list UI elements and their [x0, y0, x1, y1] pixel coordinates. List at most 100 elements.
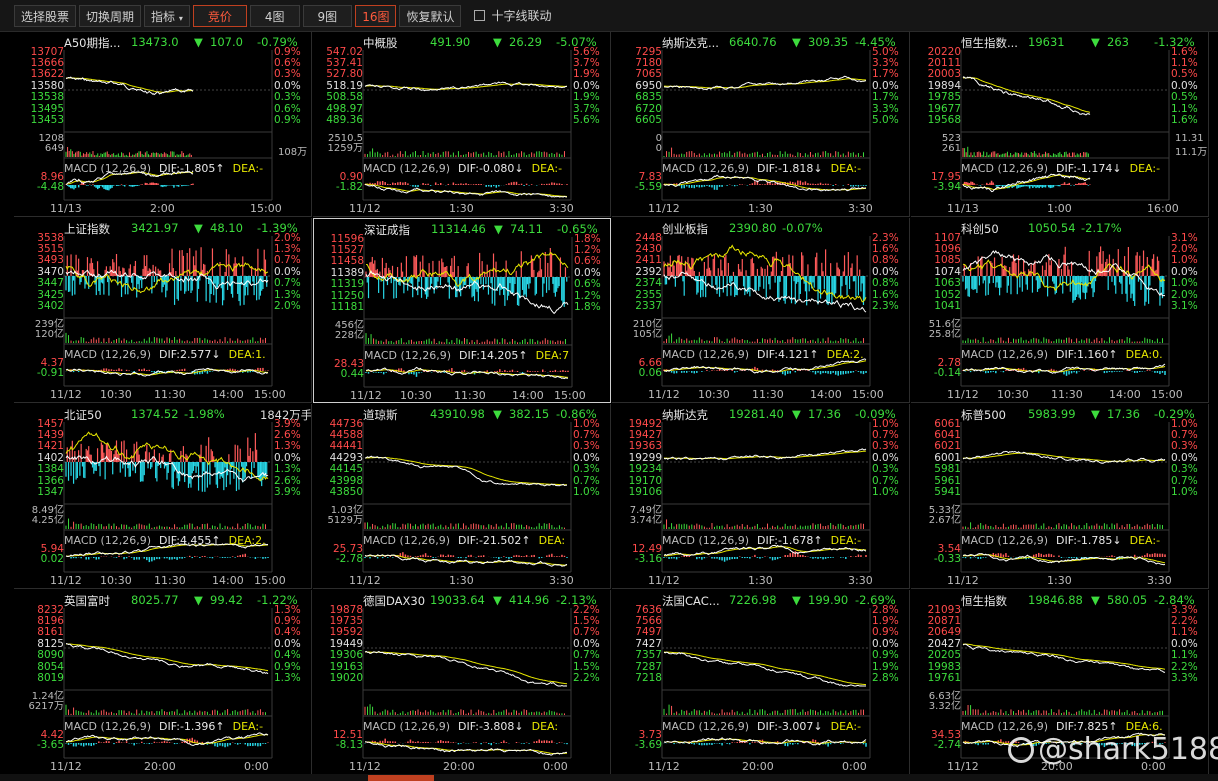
- volume-total: 1842万手: [260, 408, 312, 422]
- chart-panel[interactable]: 纳斯达克... 6640.76 ▼ 309.35 -4.45% 7295 7180 7065 6…: [612, 32, 910, 217]
- percent-tick-label: 0.7%: [573, 626, 600, 638]
- percent-tick-label: 2.8%: [872, 604, 899, 616]
- avg-price-line: [963, 643, 1166, 670]
- price-tick-label: 11389: [330, 267, 364, 279]
- chart-panel[interactable]: 创业板指 2390.80 -0.07% 2448 2430 2411 2392 2374 235…: [612, 218, 910, 403]
- chart-panel[interactable]: 标普500 5983.99 ▼ 17.36 -0.29% 6061 6041 6021 6001…: [911, 404, 1209, 589]
- chart-panel[interactable]: 道琼斯 43910.98 ▼ 382.15 -0.86% 44736 44588 44441 4…: [313, 404, 611, 589]
- indicator-dropdown[interactable]: 指标 ▾: [144, 4, 190, 27]
- macd-dif-value: DIF:4.121↑: [757, 348, 819, 361]
- percent-tick-label: 3.7%: [573, 103, 600, 115]
- grid-16-button[interactable]: 16图: [355, 4, 397, 27]
- chart-panel[interactable]: A50期指... 13473.0 ▼ 107.0 -0.79% 13707 13666 136…: [14, 32, 312, 217]
- auction-button[interactable]: 竞价: [192, 4, 247, 27]
- percent-tick-label: 1.1%: [1171, 103, 1198, 115]
- price-tick-label: 1107: [934, 232, 961, 244]
- percent-tick-label: 0.0%: [1171, 452, 1198, 464]
- macd-legend: MACD (12,26,9) DIF:-3.007↓ DEA:-: [662, 720, 861, 733]
- price-tick-label: 3470: [37, 266, 64, 278]
- price-tick-label: 8125: [37, 638, 64, 650]
- chart-panel[interactable]: 法国CAC... 7226.98 ▼ 199.90 -2.69% 7636 7566 7497…: [612, 590, 910, 775]
- time-axis-label: 11:30: [752, 388, 784, 401]
- price-tick-label: 21093: [927, 604, 961, 616]
- chart-canvas: [960, 236, 1170, 387]
- price-tick-label: 19299: [628, 452, 662, 464]
- macd-dea-value: DEA:1.: [228, 348, 266, 361]
- select-stock-button[interactable]: 选择股票: [14, 4, 77, 27]
- percent-tick-label: 2.8%: [872, 672, 899, 684]
- bottom-scroll-strip[interactable]: [0, 774, 1218, 781]
- time-axis-label: 11/12: [947, 574, 979, 587]
- chart-panel[interactable]: 北证50 1374.52 -1.98% 1842万手 1457 1439 1421 1402 1…: [14, 404, 312, 589]
- chart-panel[interactable]: 恒生指数... 19631 ▼ 263 -1.32% 20220 20111 20003 198…: [911, 32, 1209, 217]
- price-tick-label: 1347: [37, 486, 64, 498]
- price-line: [962, 643, 1166, 673]
- price-tick-label: 3493: [37, 254, 64, 266]
- chart-panel[interactable]: 科创50 1050.54 -2.17% 1107 1096 1085 1074 1063 105…: [911, 218, 1209, 403]
- price-tick-label: 6835: [635, 91, 662, 103]
- percent-tick-label: 0.0%: [1171, 266, 1198, 278]
- chart-panel[interactable]: 恒生指数 19846.88 ▼ 580.05 -2.84% 21093 20871 20649…: [911, 590, 1209, 775]
- price-tick-label: 19234: [628, 463, 662, 475]
- chart-panel[interactable]: 上证指数 3421.97 ▼ 48.10 -1.39% 3538 3515 3493 3470 3…: [14, 218, 312, 403]
- crosshair-link-toggle[interactable]: 十字线联动: [474, 7, 552, 24]
- price-tick-label: 19363: [628, 440, 662, 452]
- percent-tick-label: 1.7%: [872, 68, 899, 80]
- chart-panel[interactable]: 德国DAX30 19033.64 ▼ 414.96 -2.13% 19878 19735 19…: [313, 590, 611, 775]
- price-tick-label: 19427: [628, 429, 662, 441]
- macd-title: MACD (12,26,9): [64, 720, 152, 733]
- price-tick-label: 3515: [37, 243, 64, 255]
- percent-tick-label: 1.6%: [1171, 46, 1198, 58]
- chart-panel[interactable]: 英国富时 8025.77 ▼ 99.42 -1.22% 8232 8196 8161 8125 8…: [14, 590, 312, 775]
- instrument-name: 纳斯达克...: [662, 36, 719, 50]
- restore-default-button[interactable]: 恢复默认: [399, 4, 462, 27]
- price-change: 99.42: [210, 593, 243, 607]
- price-tick-label: 8054: [37, 661, 64, 673]
- instrument-name: 中概股: [363, 36, 398, 50]
- price-tick-label: 3402: [37, 300, 64, 312]
- volume-tick-label: 649: [44, 143, 64, 154]
- price-tick-label: 44441: [329, 440, 363, 452]
- macd-legend: MACD (12,26,9) DIF:7.825↑ DEA:6.: [961, 720, 1163, 733]
- percent-tick-label: 3.9%: [274, 486, 301, 498]
- price-tick-label: 547.02: [326, 46, 363, 58]
- time-axis-label: 11/12: [947, 760, 979, 773]
- time-axis-label: 10:30: [100, 388, 132, 401]
- bottom-active-tab[interactable]: [368, 775, 434, 781]
- price-line: [663, 271, 867, 313]
- chart-panel[interactable]: 中概股 491.90 ▼ 26.29 -5.07% 547.02 537.41 527.80 5…: [313, 32, 611, 217]
- price-tick-label: 7497: [635, 626, 662, 638]
- price-tick-label: 2337: [635, 300, 662, 312]
- watermark: @shark5188: [1008, 732, 1218, 767]
- down-arrow-icon: ▼: [792, 407, 801, 421]
- chart-panel[interactable]: 深证成指 11314.46 ▼ 74.11 -0.65% 11596 11527 11458 1…: [313, 218, 611, 403]
- macd-dea-value: DEA:-: [1129, 534, 1161, 547]
- grid-4-button[interactable]: 4图: [249, 4, 300, 27]
- avg-price-line: [663, 651, 867, 686]
- grid-9-button[interactable]: 9图: [302, 4, 353, 27]
- last-price: 2390.80: [729, 221, 777, 235]
- price-tick-label: 6021: [934, 440, 961, 452]
- macd-title: MACD (12,26,9): [662, 348, 750, 361]
- macd-tick-label: -0.91: [36, 367, 64, 379]
- macd-tick-label: 0.44: [340, 368, 364, 380]
- time-axis-label: 14:00: [512, 389, 544, 402]
- chart-panel[interactable]: 纳斯达克 19281.40 ▼ 17.36 -0.09% 19492 19427 19363 1…: [612, 404, 910, 589]
- volume-tick-label: 1208: [38, 133, 64, 144]
- down-arrow-icon: ▼: [792, 593, 801, 607]
- chart-canvas: [960, 50, 1170, 201]
- time-axis-label: 11/12: [648, 202, 680, 215]
- price-tick-label: 8161: [37, 626, 64, 638]
- macd-tick-label: 0.90: [339, 171, 363, 183]
- percent-tick-label: 1.9%: [872, 615, 899, 627]
- last-price: 5983.99: [1028, 407, 1076, 421]
- percent-tick-label: 0.6%: [574, 255, 601, 267]
- price-tick-label: 13495: [30, 103, 64, 115]
- macd-title: MACD (12,26,9): [961, 534, 1049, 547]
- price-tick-label: 7566: [635, 615, 662, 627]
- percent-tick-label: 1.3%: [274, 289, 301, 301]
- percent-tick-label: 1.0%: [1171, 418, 1198, 430]
- price-tick-label: 20427: [927, 638, 961, 650]
- switch-period-button[interactable]: 切换周期: [79, 4, 142, 27]
- volume-tick-label: 120亿: [34, 329, 64, 340]
